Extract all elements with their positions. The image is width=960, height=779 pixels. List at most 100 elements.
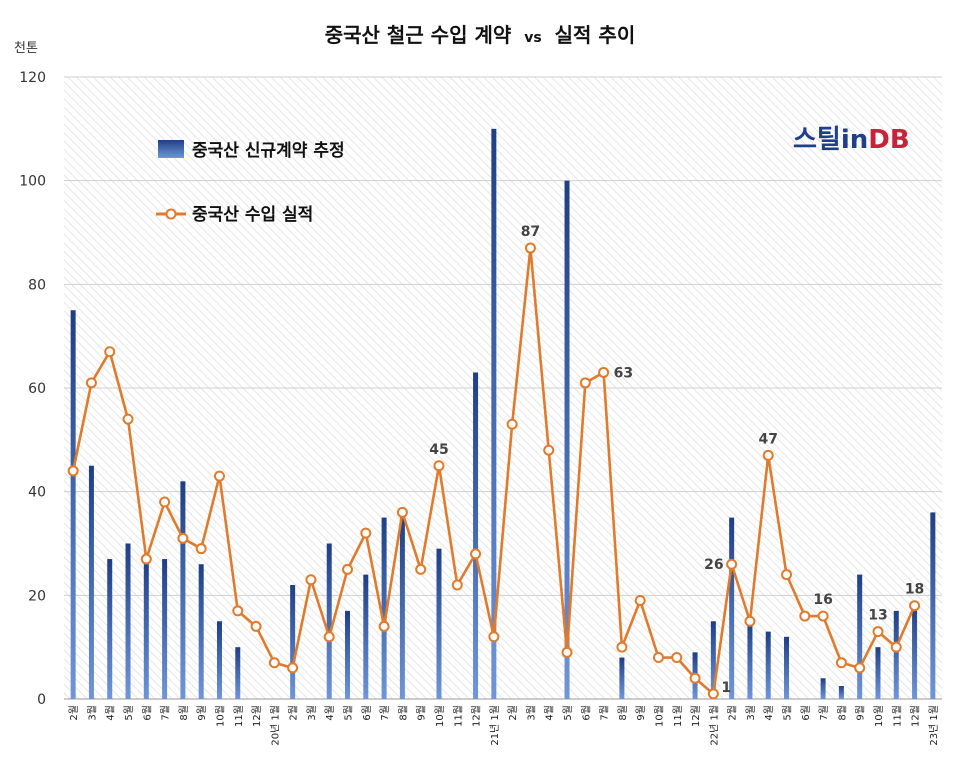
chart-title: 중국산 철근 수입 계약 vs 실적 추이 (325, 23, 635, 47)
line-point (104, 346, 116, 358)
x-tick-label: 20년 1월 (269, 705, 281, 746)
bar (747, 621, 753, 699)
x-tick-label: 4월 (544, 705, 556, 721)
logo-part2: in (841, 125, 868, 155)
gridlines (64, 76, 942, 700)
bar (473, 372, 479, 699)
legend-bar-swatch (158, 140, 184, 158)
x-tick-label: 10월 (653, 705, 665, 727)
data-label: 26 (704, 557, 723, 573)
bar (729, 517, 735, 699)
x-tick-label: 2월 (288, 705, 300, 721)
x-tick-label: 7월 (599, 705, 611, 721)
line-point (323, 631, 335, 643)
x-tick-label: 4월 (105, 705, 117, 721)
data-labels: 45 87 63 1 26 47 16 13 18 (429, 224, 924, 696)
bar (363, 574, 369, 699)
bar (491, 128, 497, 700)
data-label: 16 (813, 592, 832, 608)
line-point (342, 563, 354, 575)
line-point (689, 672, 701, 684)
data-label: 87 (521, 224, 540, 240)
y-tick-label: 20 (28, 588, 46, 604)
line-point (268, 657, 280, 669)
x-tick-label: 12월 (910, 705, 922, 727)
line-point (305, 574, 317, 586)
x-tick-label: 3월 (306, 705, 318, 721)
line-point (890, 641, 902, 653)
x-tick-label: 8월 (836, 705, 848, 721)
x-tick-label: 11월 (452, 705, 464, 727)
x-tick-label: 12월 (471, 705, 483, 727)
x-tick-label: 9월 (196, 705, 208, 721)
x-tick-label: 6월 (800, 705, 812, 721)
line-point (543, 444, 555, 456)
line-point (195, 543, 207, 555)
x-tick-label: 9월 (635, 705, 647, 721)
x-tick-label: 7월 (818, 705, 830, 721)
line-point (781, 569, 793, 581)
line-point (872, 626, 884, 638)
bar (619, 657, 625, 699)
x-tick-label: 2월 (68, 705, 80, 721)
x-tick-label: 10월 (873, 705, 885, 727)
x-tick-label: 6월 (580, 705, 592, 721)
bar (290, 584, 296, 699)
line-point (506, 418, 518, 430)
x-tick-label: 21년 1월 (489, 705, 501, 746)
x-tick-label: 8월 (397, 705, 409, 721)
line-point (360, 527, 372, 539)
line-point (451, 579, 463, 591)
line-point (652, 652, 664, 664)
x-tick-label: 6월 (361, 705, 373, 721)
bar (70, 310, 76, 699)
line-point (598, 366, 610, 378)
bar (381, 517, 387, 699)
x-tick-label: 11월 (672, 705, 684, 727)
svg-text:스틸inDB: 스틸inDB (793, 125, 910, 155)
x-tick-label: 12월 (690, 705, 702, 727)
bar (857, 574, 863, 699)
line-point (250, 620, 262, 632)
bar (216, 621, 222, 699)
chart-title-main: 중국산 철근 수입 계약 (325, 23, 512, 47)
x-tick-label: 7월 (160, 705, 172, 721)
x-tick-label: 11월 (233, 705, 245, 727)
logo-part1: 스틸 (793, 125, 841, 155)
y-tick-label: 0 (37, 692, 46, 708)
y-tick-label: 40 (28, 485, 46, 501)
bar (235, 647, 241, 699)
line-point (744, 615, 756, 627)
line-point (140, 553, 152, 565)
data-label: 18 (905, 582, 924, 598)
bar (436, 548, 442, 699)
bar (125, 543, 131, 699)
x-tick-label: 6월 (141, 705, 153, 721)
bar (564, 180, 570, 699)
x-tick-label: 10월 (214, 705, 226, 727)
steelindb-logo: 스틸inDB (793, 125, 910, 155)
chart-title-vs: vs (524, 30, 541, 46)
x-tick-label: 11월 (891, 705, 903, 727)
x-tick-label: 2월 (727, 705, 739, 721)
y-tick-label: 80 (28, 277, 46, 293)
x-tick-label: 2월 (507, 705, 519, 721)
x-tick-label: 4월 (763, 705, 775, 721)
y-tick-label: 100 (19, 174, 46, 190)
x-tick-label: 9월 (855, 705, 867, 721)
line-point (213, 470, 225, 482)
bar-series (70, 128, 936, 700)
line-point (378, 620, 390, 632)
bar (345, 610, 351, 699)
line-point (817, 610, 829, 622)
line-point (726, 558, 738, 570)
x-tick-label: 3월 (86, 705, 98, 721)
x-tick-label: 5월 (343, 705, 355, 721)
bar (88, 465, 94, 699)
x-tick-label: 12월 (251, 705, 263, 727)
line-point (762, 449, 774, 461)
data-label: 47 (758, 431, 777, 447)
line-point (524, 242, 536, 254)
bar (198, 564, 204, 699)
